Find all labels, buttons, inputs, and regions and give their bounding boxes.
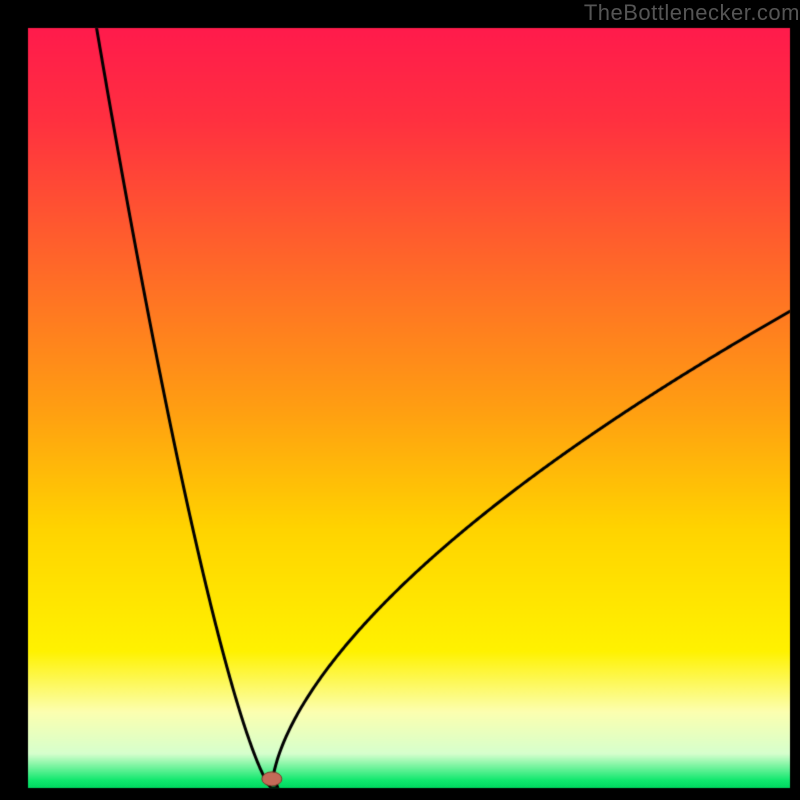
chart-stage: TheBottlenecker.com	[0, 0, 800, 800]
watermark-link[interactable]: TheBottlenecker.com	[584, 0, 800, 26]
minimum-marker	[0, 0, 800, 800]
